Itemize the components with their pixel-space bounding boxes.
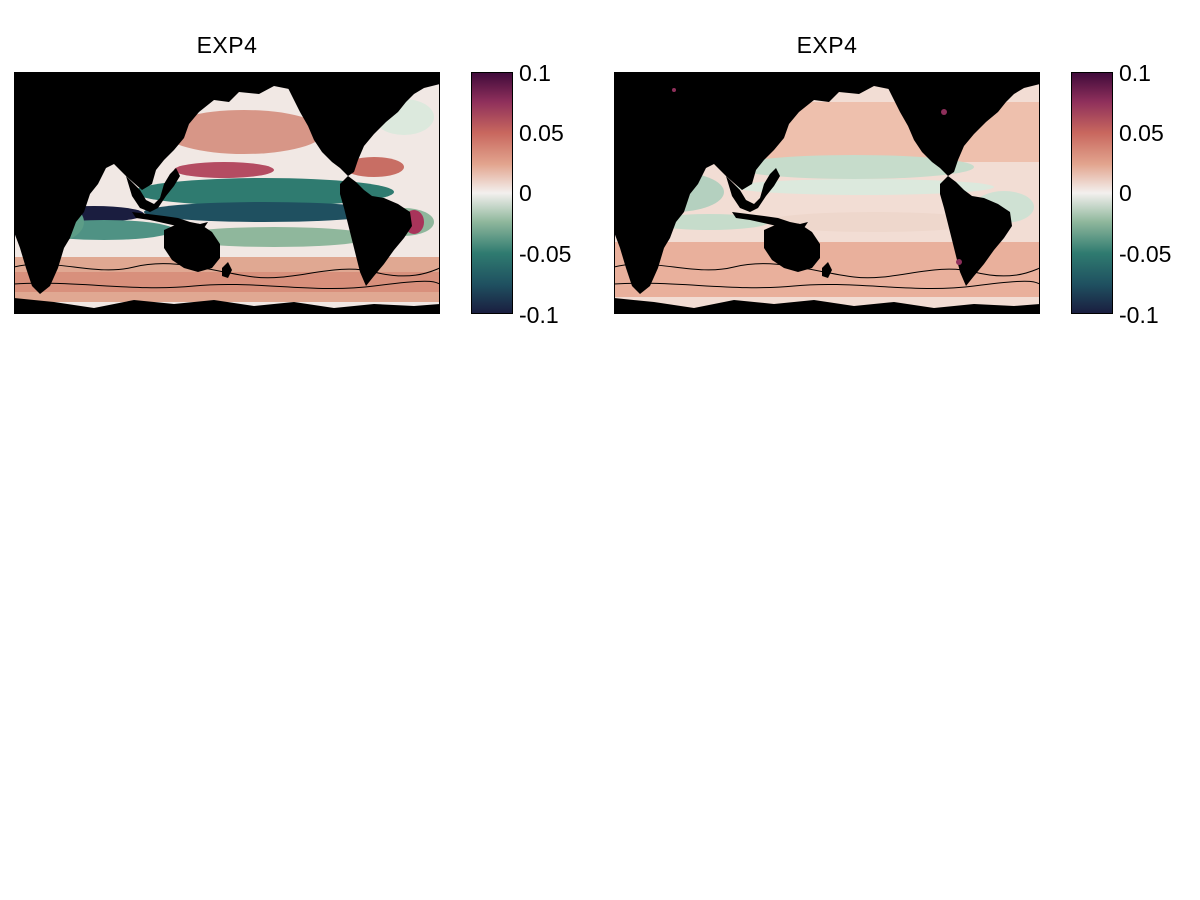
panel-title: EXP4 (796, 32, 858, 58)
colorbar-ticks: 0.1 0.05 0 -0.05 -0.1 (1071, 60, 1171, 330)
colorbar-tick-label: -0.1 (519, 302, 559, 328)
colorbar-tick-label: 0.1 (519, 60, 551, 86)
colorbar-tick-label: 0.05 (1119, 120, 1164, 146)
colorbar-tick-label: -0.05 (519, 241, 572, 267)
colorbar-tick-label: -0.05 (1119, 241, 1172, 267)
colorbar-ticks: 0.1 0.05 0 -0.05 -0.1 (471, 60, 571, 330)
anomaly-map (14, 72, 440, 314)
anomaly-map (614, 72, 1040, 314)
colorbar-tick-label: -0.1 (1119, 302, 1159, 328)
colorbar-tick-label: 0 (519, 180, 532, 206)
colorbar-tick-label: 0.1 (1119, 60, 1151, 86)
colorbar (471, 72, 513, 314)
colorbar-tick-label: 0.05 (519, 120, 564, 146)
panel-title: EXP4 (196, 32, 258, 58)
colorbar-tick-label: 0 (1119, 180, 1132, 206)
colorbar (1071, 72, 1113, 314)
